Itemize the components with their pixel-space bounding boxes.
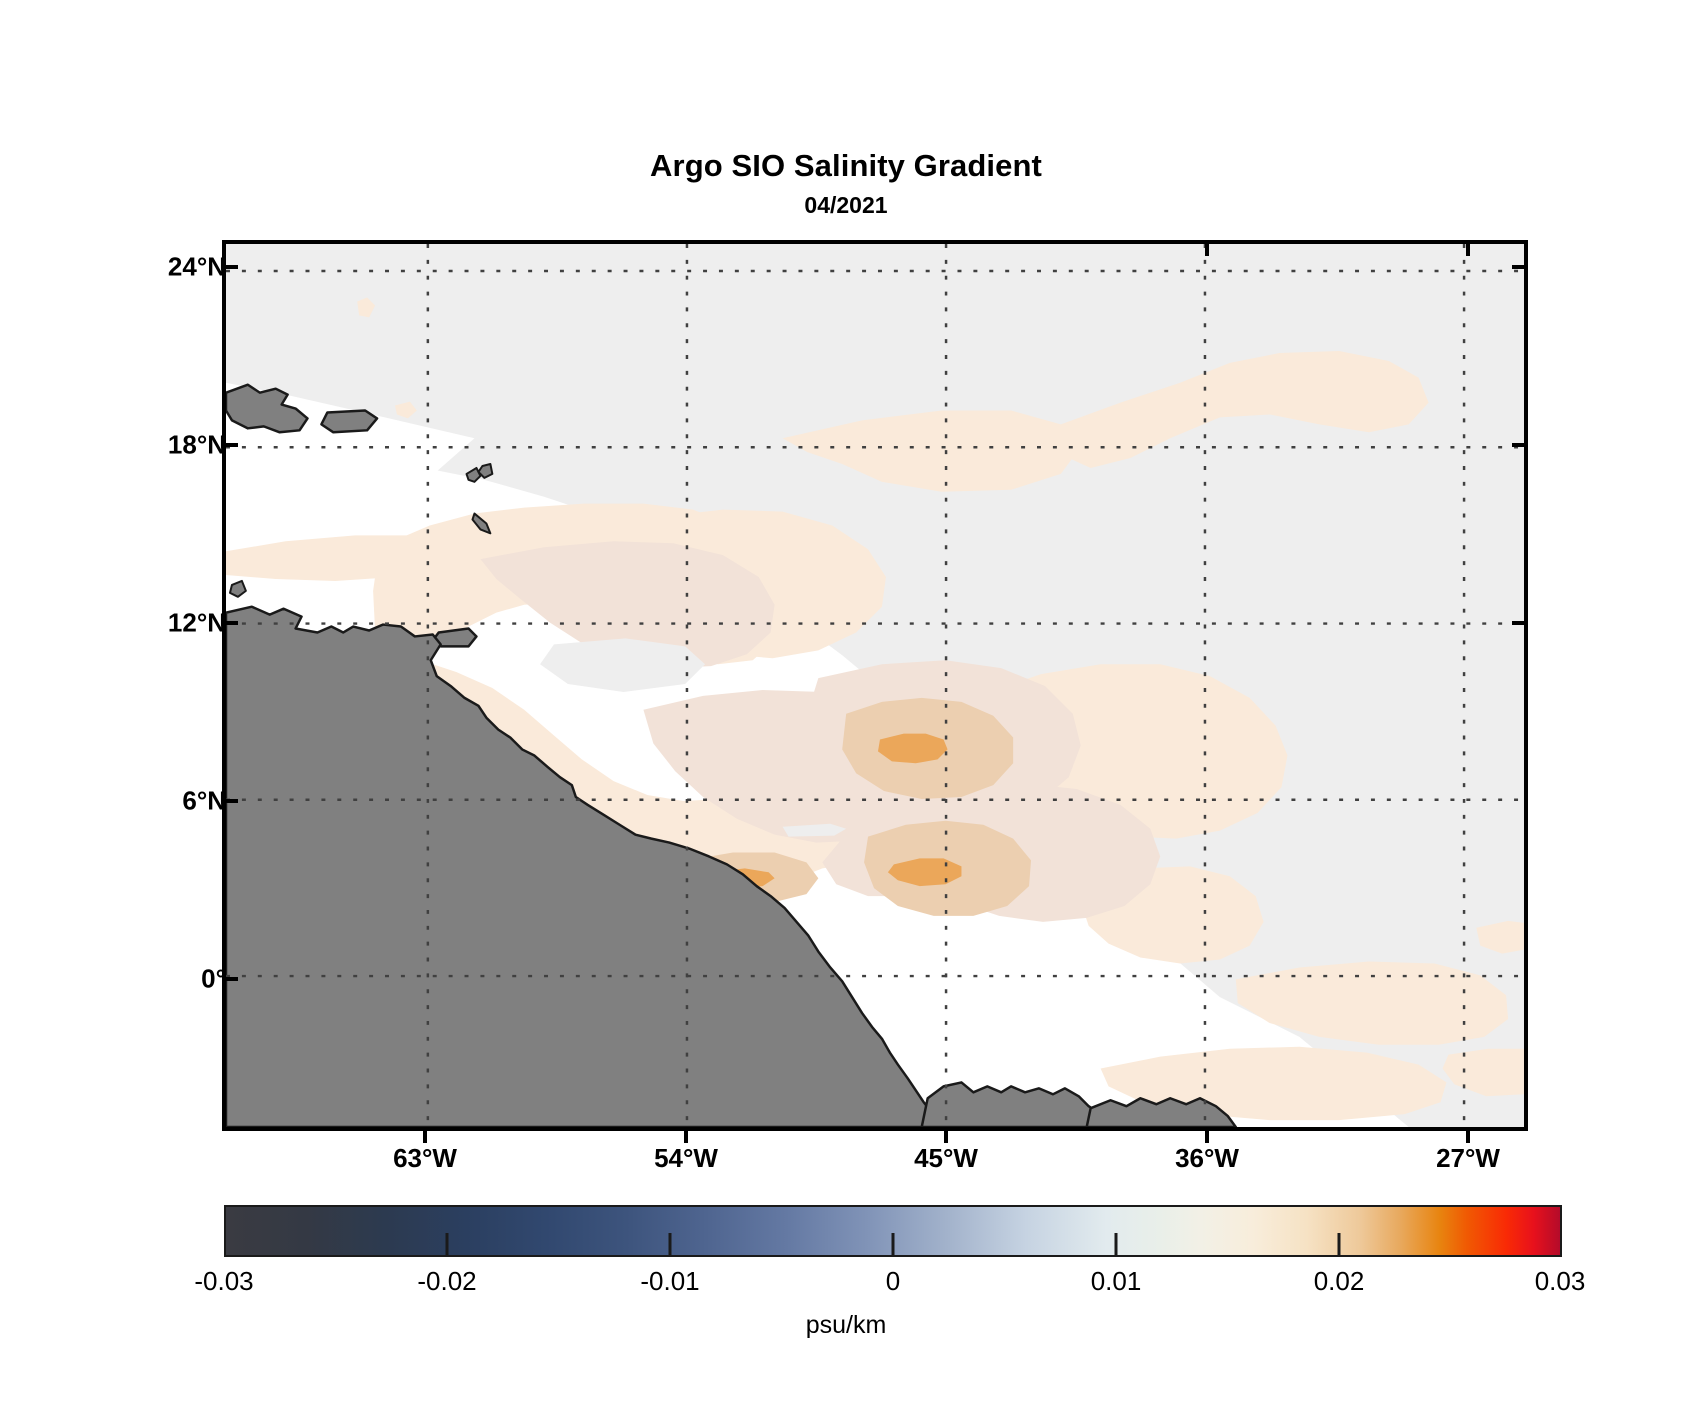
ytick-mark-12n xyxy=(222,621,238,625)
ytick-mark-right-24n xyxy=(1512,265,1528,269)
xtick-label-54w: 54°W xyxy=(654,1143,718,1173)
ytick-mark-18n xyxy=(222,443,238,447)
chart-subtitle: 04/2021 xyxy=(804,192,888,218)
colorbar-tick--0.02 xyxy=(445,1233,449,1255)
gridlines xyxy=(226,244,1524,1127)
colorbar-label-0: 0 xyxy=(885,1266,901,1296)
ytick-label-6n: 6°N xyxy=(182,785,226,816)
ytick-label-24n: 24°N xyxy=(167,251,226,282)
colorbar-tick-0.02 xyxy=(1337,1233,1341,1255)
xtick-label-27w: 27°W xyxy=(1436,1143,1500,1173)
land-layer xyxy=(226,383,1238,1127)
colorbar-unit-label: psu/km xyxy=(805,1311,887,1339)
colorbar-tick-0 xyxy=(891,1233,895,1255)
ytick-mark-0 xyxy=(222,977,238,981)
xtick-mark-36w xyxy=(1205,1127,1209,1143)
interior-hole-2 xyxy=(540,638,706,692)
xtick-mark-45w xyxy=(944,1127,948,1143)
ytick-mark-right-12n xyxy=(1512,621,1528,625)
xtick-label-36w: 36°W xyxy=(1175,1143,1239,1173)
colorbar-label--0.01: -0.01 xyxy=(640,1266,700,1296)
xtick-label-45w: 45°W xyxy=(914,1143,978,1173)
xtick-mark-top-36w xyxy=(1205,240,1209,256)
salinity-gradient-map xyxy=(226,244,1524,1127)
map-clip xyxy=(226,244,1524,1127)
ytick-mark-right-18n xyxy=(1512,443,1528,447)
colorbar-label--0.03: -0.03 xyxy=(194,1266,254,1296)
ytick-mark-6n xyxy=(222,799,238,803)
colorbar-tick--0.01 xyxy=(668,1233,672,1255)
ytick-label-0: 0° xyxy=(201,963,226,994)
colorbar-label-0.02: 0.02 xyxy=(1313,1266,1365,1296)
colorbar-label-0.01: 0.01 xyxy=(1090,1266,1142,1296)
colorbar xyxy=(224,1205,1562,1257)
map-axes xyxy=(222,240,1528,1131)
xtick-mark-54w xyxy=(684,1127,688,1143)
xtick-mark-63w xyxy=(423,1127,427,1143)
xtick-mark-27w xyxy=(1466,1127,1470,1143)
colorbar-label-0.03: 0.03 xyxy=(1534,1266,1586,1296)
ytick-label-12n: 12°N xyxy=(167,607,226,638)
interior-hole xyxy=(782,823,847,837)
colorbar-label--0.02: -0.02 xyxy=(417,1266,477,1296)
ytick-label-18n: 18°N xyxy=(167,429,226,460)
xtick-mark-top-27w xyxy=(1466,240,1470,256)
page-title: Argo SIO Salinity Gradient xyxy=(650,148,1042,183)
ytick-mark-24n xyxy=(222,265,238,269)
colorbar-tick-0.01 xyxy=(1114,1233,1118,1255)
xtick-label-63w: 63°W xyxy=(393,1143,457,1173)
